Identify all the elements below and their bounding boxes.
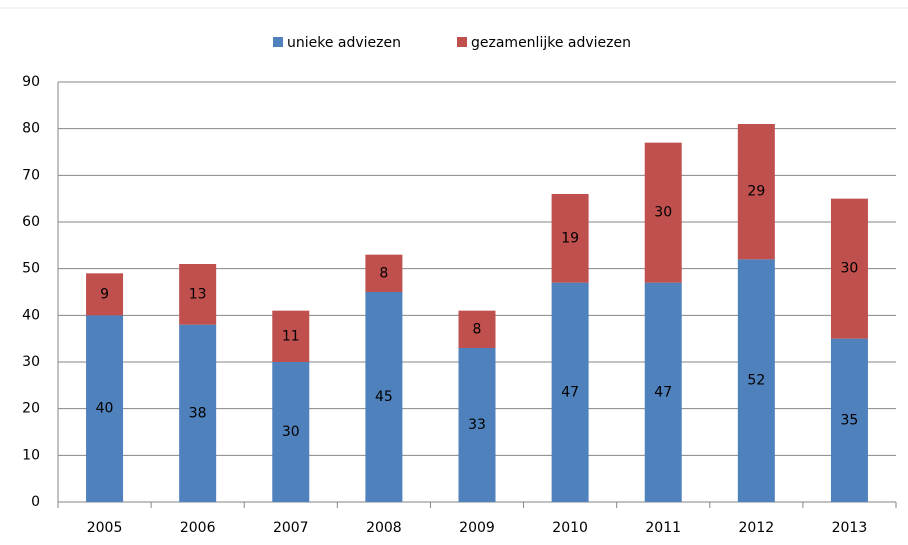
data-label: 47 [654, 384, 672, 400]
bar-segment [86, 273, 124, 316]
bar-segment [737, 124, 775, 260]
bar-segment [458, 348, 496, 502]
bar-segment [644, 282, 682, 502]
data-label: 52 [747, 373, 765, 389]
y-tick-label: 60 [22, 214, 40, 230]
bar-segment [272, 362, 310, 502]
data-label: 8 [473, 321, 482, 337]
bar-segment [365, 254, 403, 292]
data-label: 30 [654, 205, 672, 221]
bar-segment [179, 264, 217, 325]
bar-segment [272, 310, 310, 362]
x-tick-label: 2008 [366, 520, 402, 536]
data-label: 8 [379, 265, 388, 281]
bar-segment [830, 338, 868, 502]
data-label: 47 [561, 384, 579, 400]
bar-segment [830, 198, 868, 339]
data-label: 45 [375, 389, 393, 405]
y-tick-label: 30 [22, 354, 40, 370]
legend-swatch [273, 37, 283, 47]
y-tick-label: 0 [31, 494, 40, 510]
x-tick-label: 2006 [180, 520, 216, 536]
data-label: 33 [468, 417, 486, 433]
y-tick-label: 70 [22, 167, 40, 183]
data-label: 29 [747, 184, 765, 200]
data-label: 11 [282, 328, 300, 344]
y-tick-label: 40 [22, 307, 40, 323]
data-label: 40 [96, 401, 114, 417]
data-label: 35 [841, 412, 859, 428]
bar-segment [737, 259, 775, 502]
legend-label: unieke adviezen [287, 35, 401, 51]
y-tick-label: 80 [22, 121, 40, 137]
legend-label: gezamenlijke adviezen [471, 35, 631, 51]
x-tick-label: 2012 [739, 520, 775, 536]
x-tick-label: 2009 [459, 520, 495, 536]
bar-segment [179, 324, 217, 502]
x-tick-label: 2005 [87, 520, 123, 536]
x-tick-label: 2007 [273, 520, 309, 536]
bar-segment [365, 292, 403, 502]
legend-swatch [457, 37, 467, 47]
data-label: 30 [282, 424, 300, 440]
bar-segment [86, 315, 124, 502]
y-tick-label: 20 [22, 401, 40, 417]
bar-segment [458, 310, 496, 348]
x-tick-label: 2010 [552, 520, 588, 536]
data-label: 38 [189, 405, 207, 421]
x-tick-label: 2011 [645, 520, 681, 536]
data-label: 19 [561, 230, 579, 246]
bar-segment [551, 194, 589, 283]
data-label: 30 [841, 261, 859, 277]
bar-segment [551, 282, 589, 502]
x-tick-label: 2013 [832, 520, 868, 536]
data-label: 13 [189, 286, 207, 302]
y-tick-label: 50 [22, 261, 40, 277]
bar-segment [644, 142, 682, 283]
y-tick-label: 90 [22, 74, 40, 90]
data-label: 9 [100, 286, 109, 302]
y-tick-label: 10 [22, 447, 40, 463]
